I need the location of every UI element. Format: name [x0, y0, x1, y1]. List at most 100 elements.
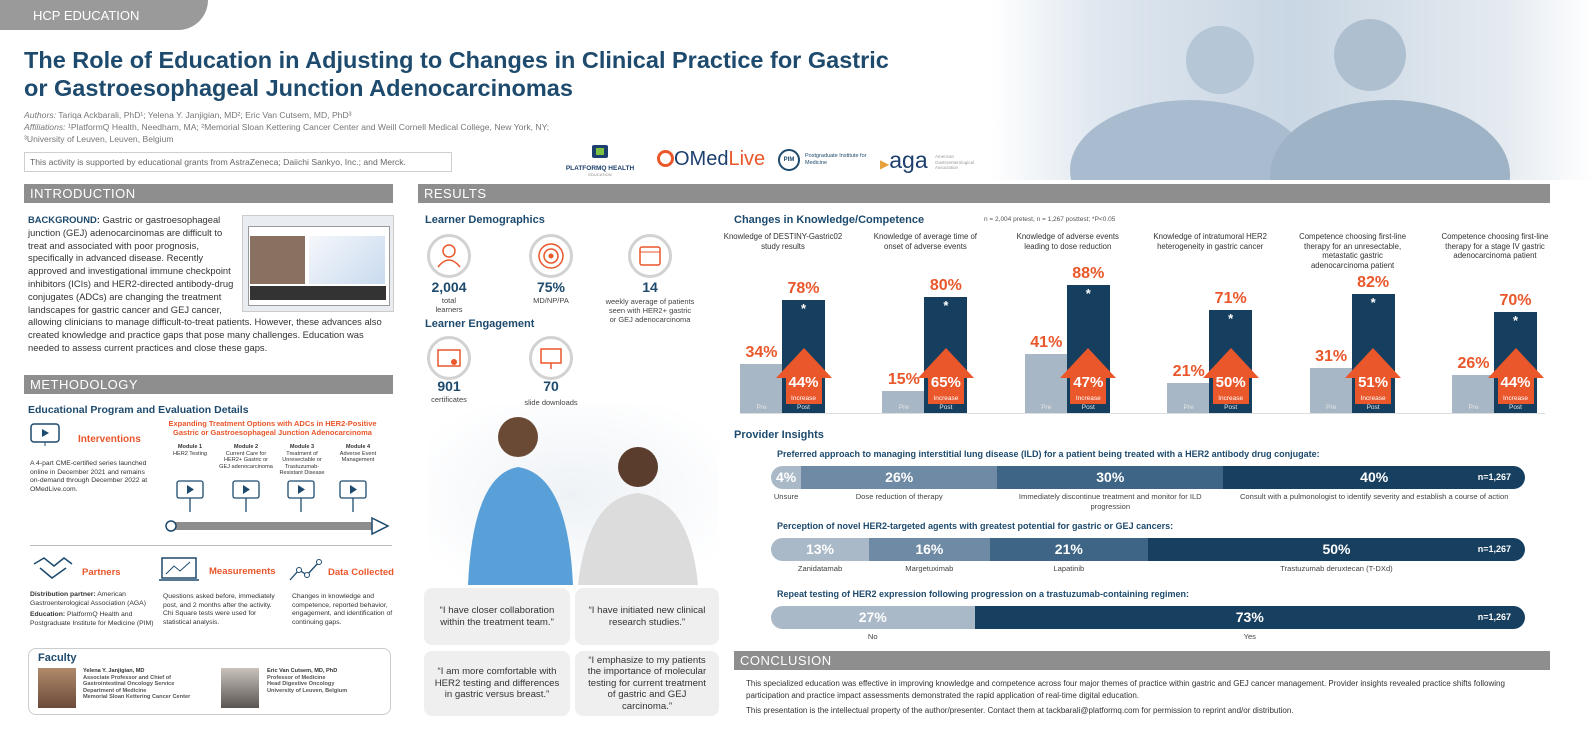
screen-bar [250, 286, 386, 300]
logo-pim-name: Postgraduate Institute for Medicine [805, 153, 867, 166]
segment-name: Margetuximab [905, 564, 954, 573]
logo-mark: ▶ [880, 157, 890, 171]
partners-text: Distribution partner: American Gastroent… [30, 591, 155, 628]
segment-name: Lapatinib [1053, 564, 1085, 573]
quote: “I am more comfortable with HER2 testing… [424, 651, 570, 716]
quote: “I emphasize to my patients the importan… [575, 651, 719, 716]
icon-shape [451, 359, 457, 365]
pre-axis-label: Pre [1183, 404, 1194, 411]
pre-value-label: 15% [887, 371, 920, 389]
photo-shape [498, 417, 538, 457]
increase-value: 50% [1215, 374, 1246, 391]
post-axis-label: Post [796, 404, 810, 411]
logo-icon [592, 145, 608, 158]
significance-star: * [1370, 295, 1376, 311]
affiliations-label: Affiliations: [24, 122, 66, 132]
interventions-label: Interventions [78, 434, 141, 445]
header-photo [990, 0, 1593, 250]
pre-bar [1452, 375, 1495, 413]
pre-bar [1024, 353, 1068, 413]
pre-axis-label: Pre [1326, 404, 1337, 411]
background-text: Gastric or gastroesophageal junction (GE… [28, 214, 382, 353]
title: The Role of Education in Adjusting to Ch… [24, 46, 889, 102]
increase-value: 65% [930, 374, 961, 391]
demographics-heading: Learner Demographics [425, 214, 545, 226]
pre-bar [882, 391, 926, 413]
stat-icon [427, 336, 471, 380]
increase-arrow [1487, 348, 1544, 404]
faculty-line: Head Digestive Oncology [267, 681, 335, 688]
stat-icon [427, 234, 471, 278]
education: Education: PlatformQ Health and Postgrad… [30, 611, 155, 628]
segment-value: 21% [1054, 541, 1083, 557]
post-value-label: 88% [1072, 265, 1105, 283]
increase-arrow [775, 348, 832, 404]
faculty-name: Eric Van Cutsem, MD, PhD [267, 668, 338, 674]
module: Module 4 Adverse Event Management [330, 444, 386, 464]
increase-text: Increase [933, 395, 959, 402]
faculty-member: Yelena Y. Janjigian, MD Associate Profes… [83, 668, 223, 701]
stacked-bar: 13% 16% 21% 50% [771, 538, 1525, 561]
pre-value-label: 26% [1457, 355, 1490, 373]
measurements-label: Measurements [209, 566, 276, 577]
distribution-text: American Gastroenterological Association… [30, 591, 146, 607]
photo-shape [1270, 100, 1510, 250]
stat-value: 901 [437, 378, 461, 394]
bar-segment: 50% [1147, 538, 1525, 561]
faculty-line: Gastrointestinal Oncology Service [83, 681, 175, 688]
logo-omedlive: OMedLive [657, 148, 765, 171]
icon [437, 244, 461, 268]
segment-value: 30% [1096, 469, 1125, 485]
authors-text: Tariqa Ackbarali, PhD¹; Yelena Y. Janjig… [58, 110, 352, 120]
module-desc: Current Care for HER2+ Gastric or GEJ ad… [219, 450, 273, 470]
pre-value-label: 21% [1172, 362, 1205, 380]
icon-shape [543, 248, 559, 264]
data-collected-label: Data Collected [328, 567, 394, 578]
segment-name: No [867, 632, 878, 641]
significance-star: * [800, 300, 807, 316]
education-label: Education: [30, 611, 66, 619]
module-desc: Treatment of Unresectable or Trastuzumab… [279, 450, 325, 477]
conclusion-text: This specialized education was effective… [746, 679, 1505, 700]
logo-aga-name: American Gastroenterological Association [935, 154, 975, 170]
logo-text: aga [889, 147, 928, 173]
pre-value-label: 31% [1315, 348, 1348, 366]
arrow-shape [1060, 348, 1117, 404]
authors: Authors: Tariqa Ackbarali, PhD¹; Yelena … [24, 109, 724, 121]
increase-arrow [1202, 348, 1259, 404]
segment-value: 16% [915, 541, 944, 557]
affiliations-text: ¹PlatformQ Health, Needham, MA; ²Memoria… [67, 122, 550, 132]
pre-bar [1167, 382, 1211, 413]
icon [639, 246, 661, 266]
segment-value: 50% [1322, 541, 1351, 557]
data-collected-text: Changes in knowledge and competence, rep… [292, 593, 393, 626]
arrow-shape [1345, 348, 1402, 404]
segment-value: 40% [1360, 469, 1389, 485]
segment-name: Yes [1243, 632, 1256, 641]
knowledge-item-label: Knowledge of intratumoral HER2 heterogen… [1153, 232, 1267, 251]
screen-slide [309, 236, 385, 284]
stat-label-text: total learners [435, 296, 463, 314]
faculty-photo [38, 668, 76, 708]
authors-label: Authors: [24, 110, 57, 120]
icon-shape [316, 559, 322, 565]
quote: “I have closer collaboration within the … [424, 588, 570, 645]
section-heading: RESULTS [418, 184, 1550, 203]
bar-segment: 4% [771, 466, 802, 489]
faculty-box: Faculty Yelena Y. Janjigian, MD Associat… [28, 648, 391, 715]
logo-text: Live [728, 148, 766, 170]
icon-shape [298, 485, 305, 494]
icon [538, 243, 564, 269]
header-tag: HCP EDUCATION [33, 8, 140, 23]
knowledge-title: Changes in Knowledge/Competence [734, 214, 925, 226]
increase-value: 51% [1358, 374, 1389, 391]
stat-value: 75% [536, 279, 566, 295]
photo-shapes [1070, 19, 1510, 250]
post-axis-label: Post [1366, 404, 1380, 411]
affiliations-line: ³University of Leuven, Leuven, Belgium [24, 134, 174, 144]
significance-star: * [1228, 311, 1234, 327]
photo-shape [618, 447, 658, 487]
post-value-label: 78% [787, 279, 820, 297]
